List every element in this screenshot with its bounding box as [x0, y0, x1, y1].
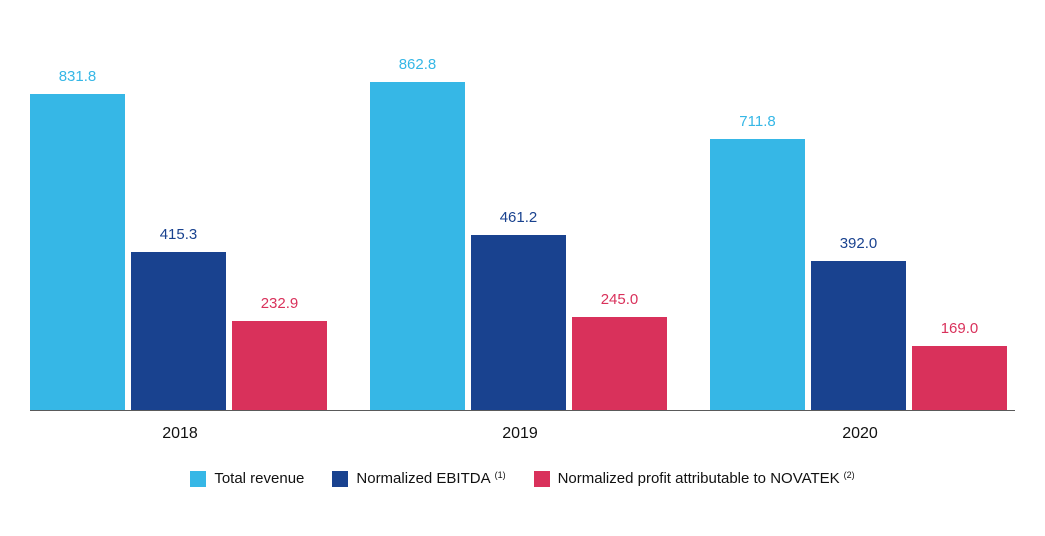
legend-swatch — [534, 471, 550, 487]
bar-normalized_ebitda: 415.3 — [131, 252, 226, 410]
bar-value-label: 232.9 — [232, 295, 327, 312]
bar-normalized_profit: 245.0 — [572, 317, 667, 410]
legend-item-normalized_profit: Normalized profit attributable to NOVATE… — [534, 470, 855, 487]
bar-value-label: 862.8 — [370, 56, 465, 73]
legend-label: Total revenue — [214, 470, 304, 487]
group-2019: 862.8461.2245.0 — [370, 60, 670, 410]
plot-area: 831.8415.3232.9862.8461.2245.0711.8392.0… — [30, 60, 1015, 411]
bar-normalized_ebitda: 461.2 — [471, 235, 566, 410]
financial-bar-chart: 831.8415.3232.9862.8461.2245.0711.8392.0… — [0, 0, 1045, 536]
bar-normalized_profit: 232.9 — [232, 321, 327, 410]
group-2018: 831.8415.3232.9 — [30, 60, 330, 410]
bar-value-label: 245.0 — [572, 291, 667, 308]
bar-value-label: 711.8 — [710, 113, 805, 130]
legend-footnote: (1) — [495, 470, 506, 480]
category-label: 2018 — [30, 425, 330, 443]
legend-item-total_revenue: Total revenue — [190, 470, 304, 487]
category-label: 2019 — [370, 425, 670, 443]
bar-value-label: 392.0 — [811, 235, 906, 252]
bar-total_revenue: 862.8 — [370, 82, 465, 410]
category-label: 2020 — [710, 425, 1010, 443]
bar-normalized_profit: 169.0 — [912, 346, 1007, 410]
legend: Total revenueNormalized EBITDA(1)Normali… — [0, 470, 1045, 491]
bar-value-label: 169.0 — [912, 320, 1007, 337]
legend-swatch — [190, 471, 206, 487]
group-2020: 711.8392.0169.0 — [710, 60, 1010, 410]
bar-total_revenue: 711.8 — [710, 139, 805, 410]
bar-value-label: 415.3 — [131, 226, 226, 243]
bar-value-label: 831.8 — [30, 68, 125, 85]
legend-label: Normalized profit attributable to NOVATE… — [558, 470, 840, 487]
legend-swatch — [332, 471, 348, 487]
bar-total_revenue: 831.8 — [30, 94, 125, 410]
legend-footnote: (2) — [844, 470, 855, 480]
bar-normalized_ebitda: 392.0 — [811, 261, 906, 410]
legend-item-normalized_ebitda: Normalized EBITDA (1) — [332, 470, 505, 487]
bar-value-label: 461.2 — [471, 209, 566, 226]
legend-label: Normalized EBITDA — [356, 470, 490, 487]
